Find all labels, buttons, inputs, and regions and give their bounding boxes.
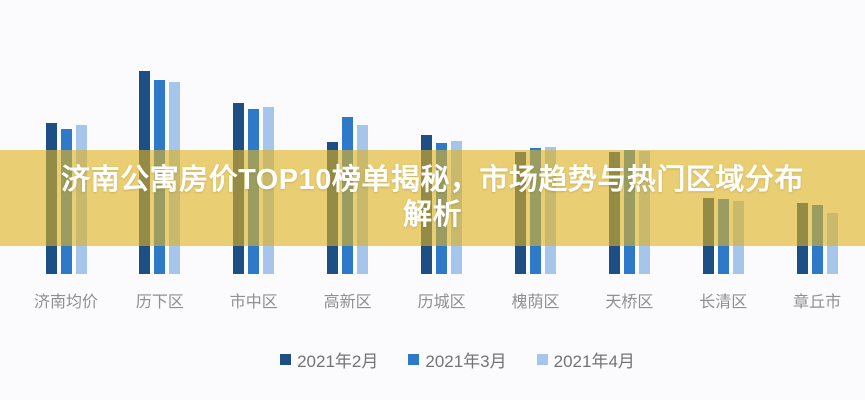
legend-item: 2021年2月 (280, 347, 378, 372)
legend-item: 2021年3月 (408, 347, 507, 372)
category-label: 市中区 (229, 294, 278, 311)
category-label: 槐荫区 (511, 294, 560, 311)
legend-label: 2021年2月 (297, 351, 379, 371)
category-label: 济南均价 (33, 294, 99, 311)
title-banner: 济南公寓房价TOP10榜单揭秘，市场趋势与热门区域分布 解析 (0, 150, 865, 246)
legend-swatch-icon (536, 353, 548, 365)
category-label: 历下区 (135, 294, 184, 311)
category-label: 历城区 (417, 294, 466, 311)
legend-item: 2021年4月 (536, 347, 635, 372)
legend-label: 2021年4月 (553, 351, 635, 371)
page-title-line-2: 解析 (402, 199, 462, 231)
legend-swatch-icon (408, 353, 420, 365)
category-axis: 济南均价 历下区 市中区 高新区 历城区 槐荫区 天桥区 长清区 章丘市 (0, 288, 865, 311)
page-title-line-1: 济南公寓房价TOP10榜单揭秘，市场趋势与热门区域分布 (61, 164, 804, 196)
legend-swatch-icon (280, 353, 292, 365)
category-label: 章丘市 (793, 294, 842, 311)
category-label: 天桥区 (605, 294, 654, 311)
category-label: 长清区 (699, 294, 748, 311)
category-label: 高新区 (323, 294, 372, 311)
legend: 2021年2月 2021年3月 2021年4月 (0, 347, 865, 372)
legend-label: 2021年3月 (425, 351, 507, 371)
